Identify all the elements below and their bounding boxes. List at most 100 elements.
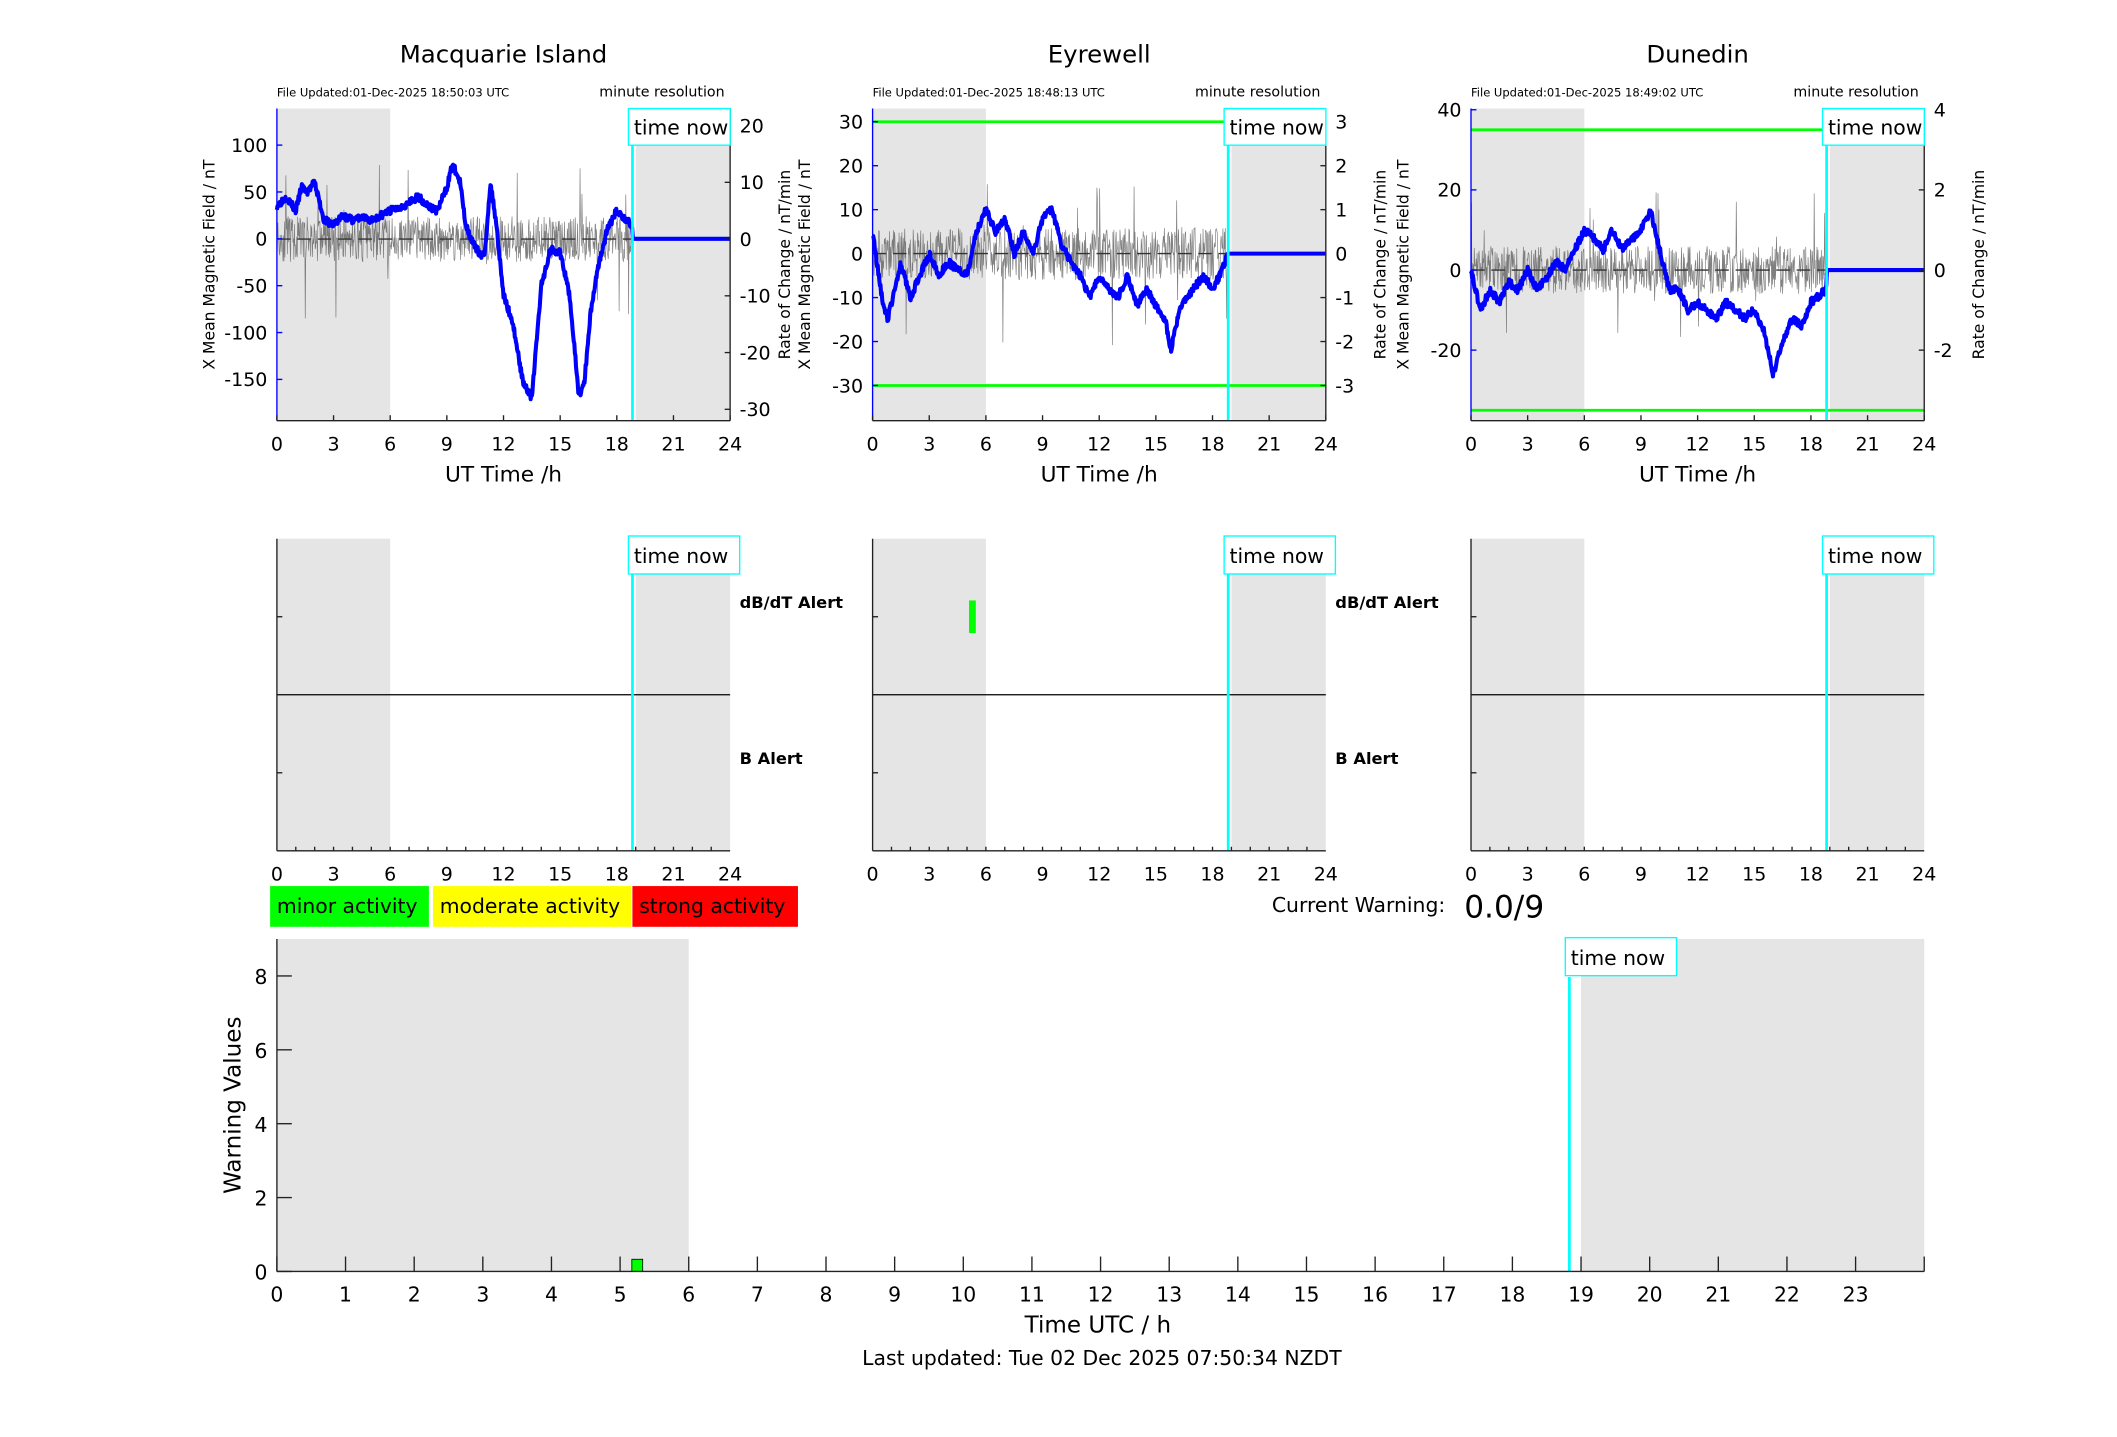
x-tick-label: 0 <box>1465 864 1477 886</box>
y-right-tick-label: 10 <box>740 172 764 194</box>
y-tick-label: -10 <box>832 287 863 309</box>
y-right-tick-label: 2 <box>1335 155 1347 177</box>
time-now-box <box>627 107 731 146</box>
legend-swatch-minor <box>270 886 429 927</box>
x-tick-label: 15 <box>1742 434 1766 456</box>
y-axis-label: X Mean Magnetic Field / nT <box>796 159 814 369</box>
legend-swatch-strong <box>632 886 798 927</box>
resolution-label: minute resolution <box>1195 84 1320 100</box>
legend-label-moderate: moderate activity <box>440 894 620 918</box>
time-now-box <box>1223 107 1327 146</box>
x-tick-label: 8 <box>820 1282 833 1306</box>
x-tick-label: 1 <box>339 1282 352 1306</box>
time-now-label: time now <box>1230 115 1324 139</box>
y-axis-label: X Mean Magnetic Field / nT <box>1395 159 1413 369</box>
x-tick-label: 9 <box>1635 864 1647 886</box>
y-right-tick-label: 2 <box>1934 180 1946 202</box>
x-tick-label: 21 <box>661 864 685 886</box>
x-tick-label: 24 <box>718 864 742 886</box>
y-tick-label: -150 <box>224 369 267 391</box>
x-tick-label: 21 <box>1855 864 1879 886</box>
time-now-box <box>1821 107 1925 146</box>
x-tick-label: 9 <box>1037 864 1049 886</box>
file-updated-text: File Updated:01-Dec-2025 18:49:02 UTC <box>1471 85 1703 99</box>
x-tick-label: 0 <box>271 864 283 886</box>
activity-legend: minor activity moderate activity strong ac… <box>270 886 798 927</box>
x-tick-label: 24 <box>718 434 742 456</box>
time-now-label: time now <box>1828 115 1922 139</box>
x-tick-label: 12 <box>1087 434 1111 456</box>
x-tick-label: 12 <box>1088 1282 1114 1306</box>
y-right-tick-label: -10 <box>740 286 771 308</box>
night-shade <box>1231 108 1326 421</box>
resolution-label: minute resolution <box>599 84 724 100</box>
x-tick-label: 3 <box>1522 434 1534 456</box>
x-tick-label: 16 <box>1362 1282 1388 1306</box>
x-tick-label: 0 <box>867 434 879 456</box>
x-tick-label: 21 <box>1257 434 1281 456</box>
x-tick-label: 15 <box>548 434 572 456</box>
x-tick-label: 17 <box>1431 1282 1457 1306</box>
x-tick-label: 9 <box>1635 434 1647 456</box>
time-now-box <box>1821 535 1935 575</box>
legend-label-minor: minor activity <box>277 894 418 918</box>
dbdt-alert-label: dB/dT Alert <box>1335 593 1439 612</box>
x-tick-label: 23 <box>1843 1282 1869 1306</box>
x-tick-label: 20 <box>1637 1282 1663 1306</box>
station-title: Eyrewell <box>1048 39 1151 68</box>
y-tick-label: 2 <box>254 1187 267 1211</box>
y-right-tick-label: -3 <box>1335 375 1354 397</box>
x-tick-label: 18 <box>1200 434 1224 456</box>
resolution-label: minute resolution <box>1793 84 1918 100</box>
night-shade <box>1829 108 1925 421</box>
y-tick-label: 40 <box>1437 100 1461 122</box>
time-now-label: time now <box>634 115 728 139</box>
x-tick-label: 15 <box>1144 864 1168 886</box>
time-now-box <box>627 535 741 575</box>
y-tick-label: -100 <box>224 322 267 344</box>
night-shade <box>276 108 391 421</box>
y-right-tick-label: 1 <box>1335 199 1347 221</box>
alert-panel-macquarie-island: 0 3 6 9 12 15 18 21 24 dB/dT Alert B Alert time now <box>271 535 843 886</box>
x-axis-label: UT Time /h <box>445 463 562 488</box>
warning-values-chart: 0 1 2 3 4 5 6 7 8 9 10 11 12 13 14 15 16 17 18 19 20 21 22 2302… <box>220 936 1925 1339</box>
file-updated-text: File Updated:01-Dec-2025 18:50:03 UTC <box>277 85 509 99</box>
x-tick-label: 19 <box>1568 1282 1594 1306</box>
y-tick-label: 10 <box>839 199 863 221</box>
x-tick-label: 3 <box>328 864 340 886</box>
x-axis-label: UT Time /h <box>1041 463 1158 488</box>
legend-swatch-moderate <box>432 886 632 927</box>
x-tick-label: 3 <box>1522 864 1534 886</box>
night-shade <box>635 108 731 421</box>
y-right-tick-label: -1 <box>1335 287 1354 309</box>
x-tick-label: 24 <box>1912 434 1936 456</box>
x-tick-label: 6 <box>384 864 396 886</box>
x-tick-label: 18 <box>605 434 629 456</box>
x-tick-label: 14 <box>1225 1282 1251 1306</box>
y-right-tick-label: 0 <box>740 229 752 251</box>
night-shade <box>1581 939 1925 1272</box>
y-tick-label: -30 <box>832 375 863 397</box>
current-warning-value: 0.0/9 <box>1464 889 1544 925</box>
y-tick-label: 0 <box>255 229 267 251</box>
y-tick-label: 50 <box>243 182 267 204</box>
station-title: Dunedin <box>1646 39 1749 68</box>
y-tick-label: 20 <box>1437 180 1461 202</box>
y-right-tick-label: -2 <box>1934 340 1953 362</box>
x-tick-label: 12 <box>1686 864 1710 886</box>
x-tick-label: 21 <box>661 434 685 456</box>
x-tick-label: 24 <box>1912 864 1936 886</box>
time-now-box <box>1223 535 1337 575</box>
y-right-tick-label: 4 <box>1934 100 1946 122</box>
x-axis-label: UT Time /h <box>1639 463 1756 488</box>
magnetometer-panel-dunedin: Dunedin File Updated:01-Dec-2025 18:49:02… <box>1395 39 1988 487</box>
x-tick-label: 6 <box>1578 434 1590 456</box>
x-tick-label: 9 <box>441 864 453 886</box>
x-tick-label: 13 <box>1156 1282 1182 1306</box>
field-series-line <box>274 162 732 402</box>
x-tick-label: 3 <box>476 1282 489 1306</box>
x-tick-label: 10 <box>950 1282 976 1306</box>
b-alert-label: B Alert <box>740 749 803 768</box>
night-shade <box>276 939 689 1272</box>
y-axis-label: Warning Values <box>220 1017 246 1194</box>
